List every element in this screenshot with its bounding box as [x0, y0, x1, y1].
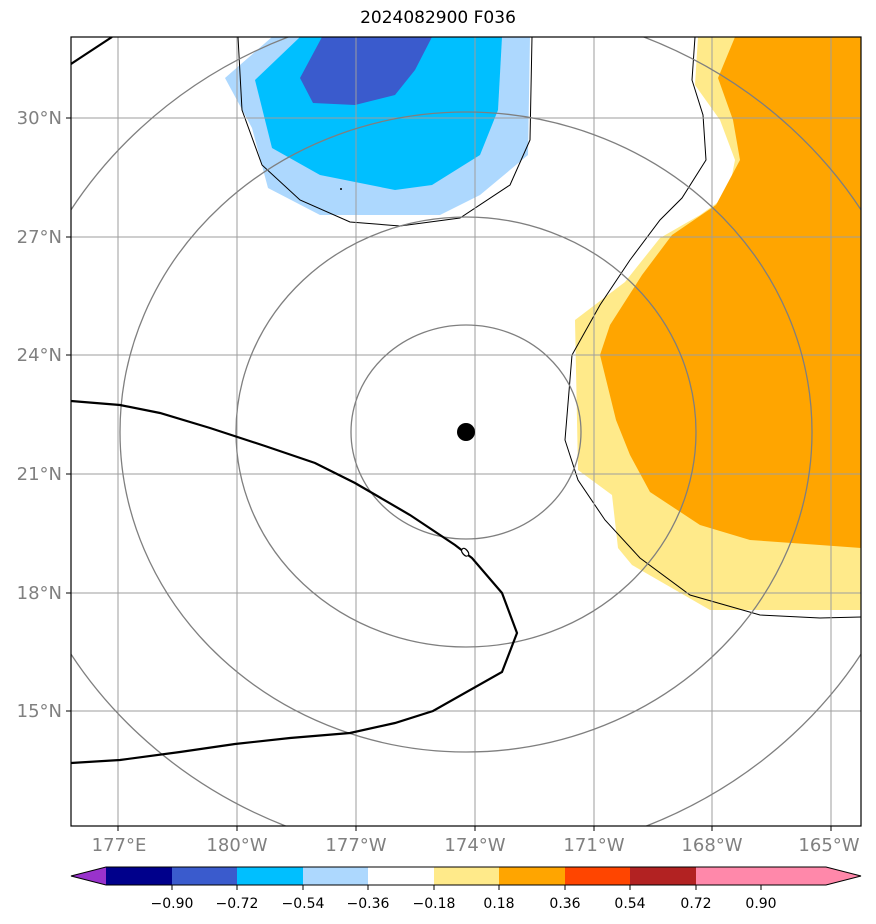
lat-label: 18°N — [17, 583, 62, 604]
colorbar-tick-label: −0.36 — [347, 896, 390, 912]
colorbar-segment — [499, 867, 565, 885]
colorbar-tick-label: 0.90 — [745, 896, 776, 912]
zero-contours — [71, 37, 519, 765]
range-ring — [350, 324, 582, 540]
map-frame — [70, 36, 862, 827]
zero-contour-northwest — [71, 37, 113, 65]
colorbar-outline — [70, 866, 862, 886]
colorbar-tick-label: 0.54 — [614, 896, 645, 912]
colorbar-extend-low — [71, 867, 106, 885]
lon-label: 180°W — [206, 835, 267, 856]
range-ring — [235, 216, 697, 648]
lat-label: 27°N — [17, 227, 62, 248]
colorbar-tick-label: 0.72 — [680, 896, 711, 912]
latitude-labels: 30°N 27°N 24°N 21°N 18°N 15°N — [17, 108, 62, 722]
map-title: 2024082900 F036 — [360, 8, 516, 28]
lat-label: 21°N — [17, 464, 62, 485]
orange-fill-region — [600, 37, 861, 548]
colorbar-segment — [368, 867, 434, 885]
thin-contour-north — [237, 37, 533, 227]
colorbar-segment — [106, 867, 172, 885]
dark-blue-fill-region — [300, 37, 432, 105]
colorbar: −0.90 −0.72 −0.54 −0.36 −0.18 0.18 0.36 … — [70, 866, 862, 912]
longitude-labels: 177°E 180°W 177°W 174°W 171°W 168°W 165°… — [92, 835, 860, 856]
colorbar-segment — [630, 867, 696, 885]
colorbar-extend-high — [826, 867, 861, 885]
zero-contour-main — [71, 399, 519, 765]
colorbar-segment — [237, 867, 303, 885]
colorbar-tick-label: −0.18 — [413, 896, 456, 912]
colorbar-segment — [172, 867, 237, 885]
colorbar-segment — [565, 867, 630, 885]
lon-label: 168°W — [681, 835, 742, 856]
contour-label-background — [460, 547, 472, 557]
lat-label: 30°N — [17, 108, 62, 129]
lon-label: 174°W — [444, 835, 505, 856]
lon-label: 177°E — [92, 835, 147, 856]
map-area: 0 — [71, 37, 861, 826]
lon-label: 177°W — [325, 835, 386, 856]
lat-label: 24°N — [17, 345, 62, 366]
lon-label: 165°W — [798, 835, 859, 856]
colorbar-segment — [696, 867, 761, 885]
colorbar-tick-label: −0.54 — [282, 896, 325, 912]
colorbar-segment — [434, 867, 499, 885]
lat-label: 15°N — [17, 701, 62, 722]
colorbar-tick-label: −0.90 — [151, 896, 194, 912]
colorbar-segment — [761, 867, 826, 885]
colorbar-tick-label: 0.18 — [483, 896, 514, 912]
colorbar-tick-label: −0.72 — [216, 896, 259, 912]
range-rings — [71, 37, 861, 826]
speck-mark — [340, 188, 342, 190]
storm-center-marker — [457, 423, 475, 441]
colorbar-tick-label: 0.36 — [549, 896, 580, 912]
range-ring — [119, 111, 813, 753]
colorbar-segment — [303, 867, 368, 885]
axis-ticks — [66, 117, 832, 831]
lon-label: 171°W — [563, 835, 624, 856]
